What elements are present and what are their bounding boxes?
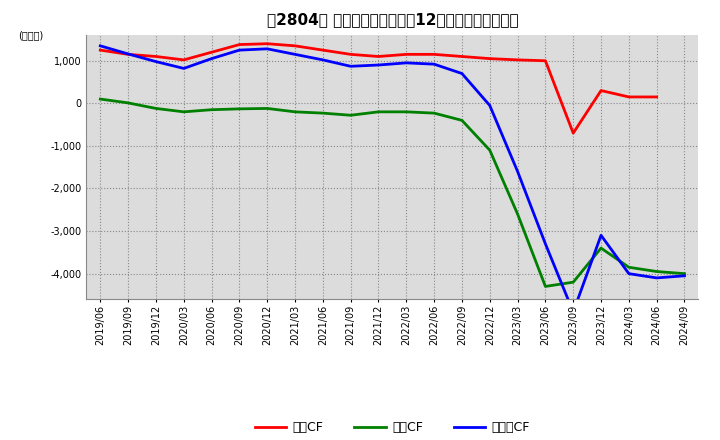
営業CF [374, 54, 383, 59]
投資CF [346, 113, 355, 118]
投資CF [458, 118, 467, 123]
フリーCF [96, 43, 104, 48]
フリーCF [458, 71, 467, 76]
フリーCF [374, 62, 383, 68]
営業CF [541, 58, 550, 63]
フリーCF [402, 60, 410, 66]
営業CF [513, 57, 522, 62]
フリーCF [569, 309, 577, 315]
フリーCF [652, 275, 661, 281]
営業CF [291, 43, 300, 48]
営業CF [124, 52, 132, 57]
営業CF [652, 94, 661, 99]
フリーCF [207, 56, 216, 61]
投資CF [430, 110, 438, 116]
フリーCF [179, 66, 188, 71]
営業CF [152, 54, 161, 59]
営業CF [569, 131, 577, 136]
投資CF [652, 269, 661, 274]
営業CF [207, 50, 216, 55]
フリーCF [291, 52, 300, 57]
投資CF [152, 106, 161, 111]
営業CF [485, 56, 494, 61]
フリーCF [513, 169, 522, 174]
投資CF [263, 106, 271, 111]
投資CF [402, 109, 410, 114]
フリーCF [485, 103, 494, 108]
フリーCF [152, 59, 161, 64]
投資CF [374, 109, 383, 114]
Title: 【2804】 キャッシュフローの12か月移動合計の推移: 【2804】 キャッシュフローの12か月移動合計の推移 [266, 12, 518, 27]
Line: 営業CF: 営業CF [100, 44, 657, 133]
営業CF [402, 52, 410, 57]
投資CF [597, 246, 606, 251]
フリーCF [235, 48, 243, 53]
投資CF [291, 109, 300, 114]
フリーCF [680, 273, 689, 279]
投資CF [235, 106, 243, 111]
フリーCF [346, 64, 355, 69]
フリーCF [541, 241, 550, 246]
投資CF [96, 96, 104, 102]
営業CF [346, 52, 355, 57]
投資CF [207, 107, 216, 112]
Line: フリーCF: フリーCF [100, 46, 685, 312]
投資CF [179, 109, 188, 114]
投資CF [624, 264, 633, 270]
営業CF [458, 54, 467, 59]
営業CF [624, 94, 633, 99]
営業CF [597, 88, 606, 93]
投資CF [569, 279, 577, 285]
営業CF [430, 52, 438, 57]
投資CF [541, 284, 550, 289]
営業CF [318, 48, 327, 53]
投資CF [124, 100, 132, 106]
投資CF [318, 110, 327, 116]
営業CF [179, 57, 188, 62]
投資CF [513, 211, 522, 216]
Y-axis label: (百万円): (百万円) [18, 30, 43, 40]
Legend: 営業CF, 投資CF, フリーCF: 営業CF, 投資CF, フリーCF [250, 416, 535, 439]
営業CF [235, 42, 243, 47]
Line: 投資CF: 投資CF [100, 99, 685, 286]
投資CF [485, 147, 494, 153]
フリーCF [124, 51, 132, 57]
フリーCF [263, 46, 271, 51]
営業CF [263, 41, 271, 46]
フリーCF [597, 233, 606, 238]
営業CF [96, 48, 104, 53]
フリーCF [430, 62, 438, 67]
投資CF [680, 271, 689, 276]
フリーCF [624, 271, 633, 276]
フリーCF [318, 57, 327, 62]
